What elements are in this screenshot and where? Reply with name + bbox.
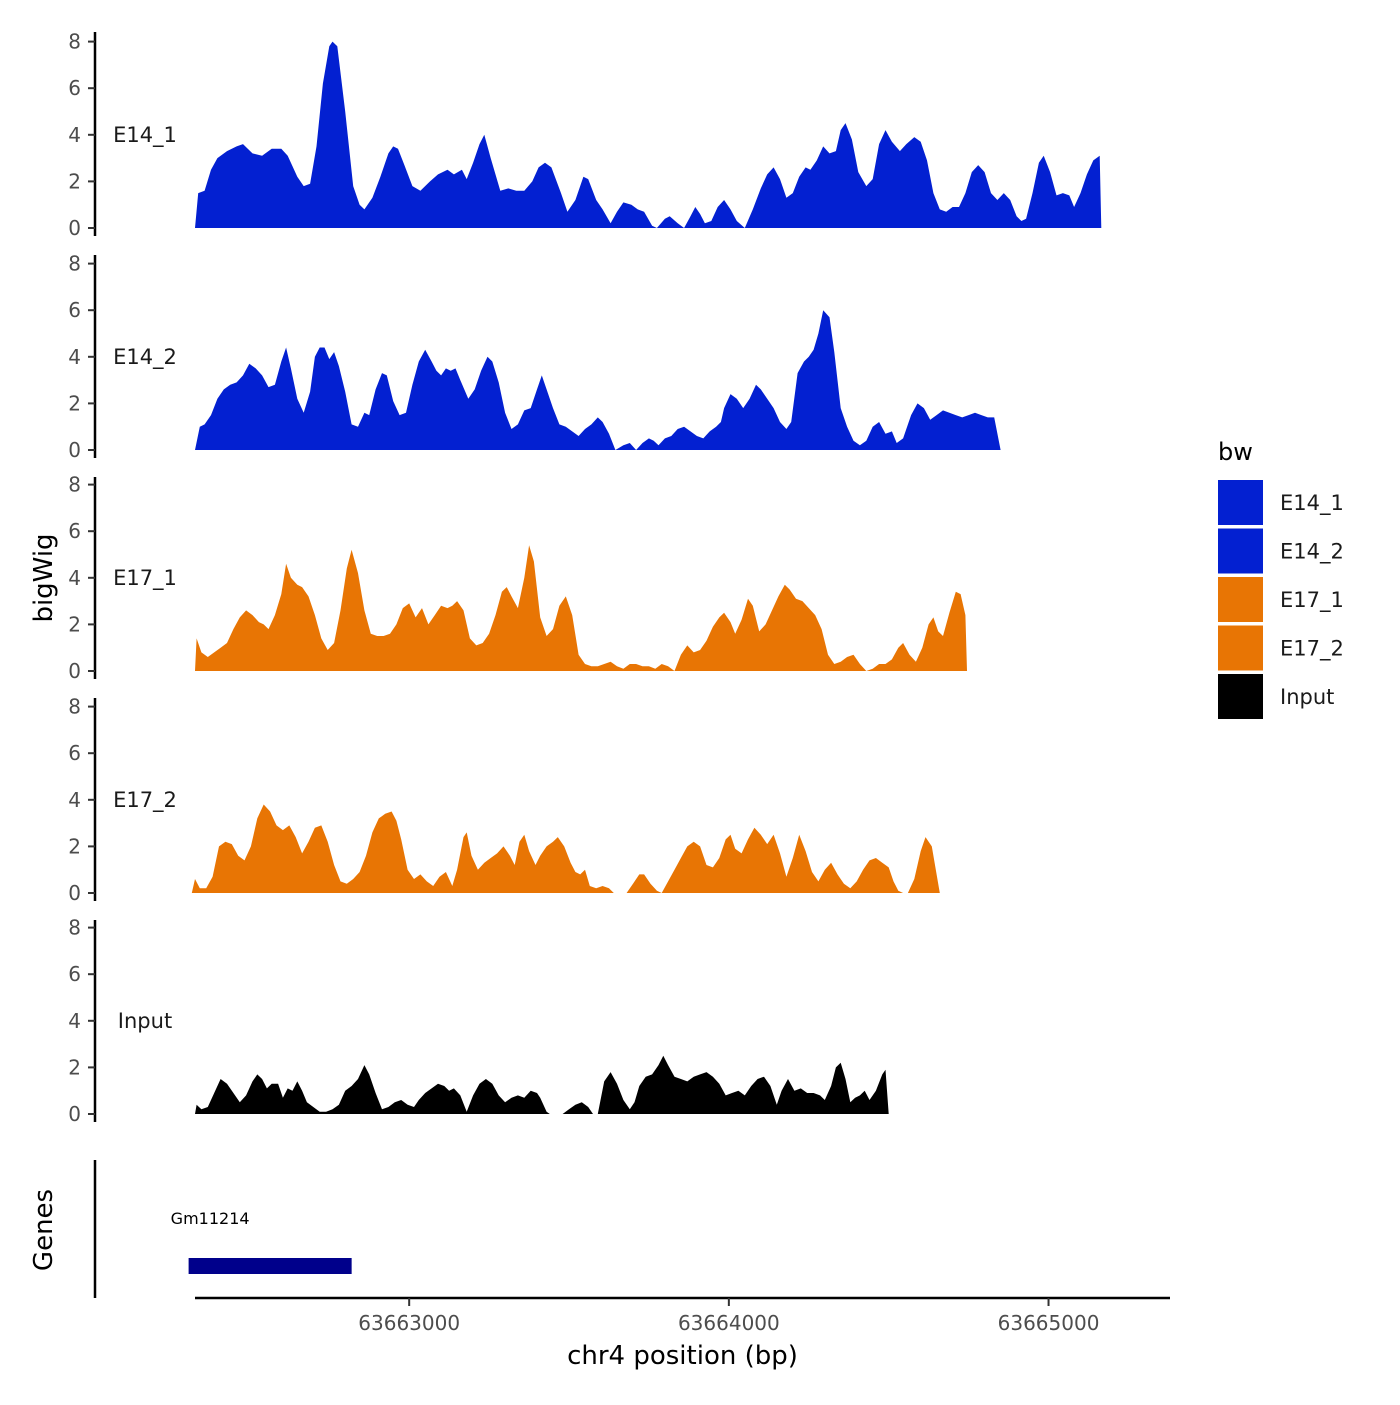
track-label: E14_2 bbox=[113, 345, 177, 370]
track-label: Input bbox=[118, 1009, 172, 1033]
x-axis-title: chr4 position (bp) bbox=[567, 1341, 798, 1371]
coverage-area-e17-2 bbox=[191, 804, 940, 893]
y-tick-label: 0 bbox=[68, 659, 81, 683]
track-label: E14_1 bbox=[113, 123, 177, 148]
coverage-area-e17-1 bbox=[195, 545, 967, 671]
coverage-area-input bbox=[195, 1055, 889, 1114]
y-tick-label: 0 bbox=[68, 216, 81, 240]
legend-swatch bbox=[1218, 577, 1263, 622]
gene-body bbox=[188, 1258, 352, 1274]
y-tick-label: 4 bbox=[68, 1009, 81, 1033]
legend-label: E17_2 bbox=[1280, 637, 1344, 662]
y-tick-label: 2 bbox=[68, 612, 81, 636]
y-tick-label: 6 bbox=[68, 741, 81, 765]
y-tick-label: 8 bbox=[68, 252, 81, 276]
y-tick-label: 4 bbox=[68, 345, 81, 369]
x-tick-label: 63663000 bbox=[358, 1311, 460, 1335]
y-tick-label: 4 bbox=[68, 566, 81, 590]
y-tick-label: 4 bbox=[68, 788, 81, 812]
y-axis-title: bigWig bbox=[29, 533, 59, 622]
x-tick-label: 63665000 bbox=[998, 1311, 1100, 1335]
coverage-area-e14-2 bbox=[195, 310, 1001, 450]
track-e17-1: 0 2 4 6 8 E17_1 bbox=[68, 473, 967, 683]
coverage-area-e14-1 bbox=[195, 41, 1102, 228]
track-label: E17_2 bbox=[113, 788, 177, 813]
y-tick-label: 8 bbox=[68, 695, 81, 719]
legend-swatch bbox=[1218, 528, 1263, 574]
gene-label: Gm11214 bbox=[171, 1209, 250, 1228]
y-tick-label: 2 bbox=[68, 169, 81, 193]
y-tick-label: 6 bbox=[68, 519, 81, 543]
y-tick-label: 8 bbox=[68, 916, 81, 940]
legend: bw E14_1 E14_2 E17_1 E17_2 Input bbox=[1218, 438, 1344, 719]
track-e14-2: 0 2 4 6 8 E14_2 bbox=[68, 252, 1001, 462]
legend-swatch bbox=[1218, 480, 1263, 525]
track-label: E17_1 bbox=[113, 566, 177, 591]
y-tick-label: 6 bbox=[68, 76, 81, 100]
y-tick-label: 2 bbox=[68, 834, 81, 858]
y-tick-label: 0 bbox=[68, 1102, 81, 1126]
y-tick-label: 8 bbox=[68, 30, 81, 54]
track-input: 0 2 4 6 8 Input bbox=[68, 916, 889, 1126]
y-tick-label: 8 bbox=[68, 473, 81, 497]
legend-label: E17_1 bbox=[1280, 588, 1344, 613]
genes-panel-title: Genes bbox=[29, 1189, 59, 1271]
y-tick-label: 6 bbox=[68, 298, 81, 322]
track-e17-2: 0 2 4 6 8 E17_2 bbox=[68, 695, 940, 905]
legend-label: Input bbox=[1280, 685, 1334, 709]
x-tick-label: 63664000 bbox=[678, 1311, 780, 1335]
legend-label: E14_1 bbox=[1280, 491, 1344, 516]
legend-swatch bbox=[1218, 625, 1263, 671]
legend-label: E14_2 bbox=[1280, 540, 1344, 565]
y-tick-label: 6 bbox=[68, 962, 81, 986]
y-tick-label: 2 bbox=[68, 391, 81, 415]
track-e14-1: 0 2 4 6 8 E14_1 bbox=[68, 30, 1102, 240]
y-tick-label: 4 bbox=[68, 123, 81, 147]
y-tick-label: 0 bbox=[68, 881, 81, 905]
y-tick-label: 2 bbox=[68, 1055, 81, 1079]
legend-swatch bbox=[1218, 674, 1263, 719]
y-tick-label: 0 bbox=[68, 438, 81, 462]
legend-title: bw bbox=[1218, 438, 1253, 466]
